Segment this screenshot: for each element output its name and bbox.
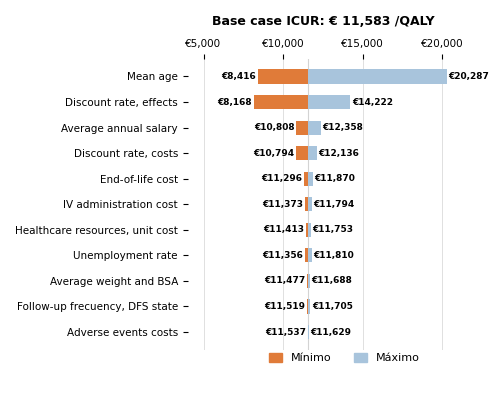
Bar — [258, 70, 308, 84]
Bar — [308, 223, 311, 237]
Text: €11,519: €11,519 — [264, 302, 306, 311]
Title: Base case ICUR: € 11,583 /QALY: Base case ICUR: € 11,583 /QALY — [212, 15, 434, 28]
Bar — [308, 95, 350, 109]
Text: €8,416: €8,416 — [222, 72, 256, 81]
Text: €11,477: €11,477 — [264, 276, 305, 286]
Text: €11,794: €11,794 — [313, 200, 354, 209]
Text: €11,688: €11,688 — [312, 276, 352, 286]
Text: €14,222: €14,222 — [352, 98, 393, 106]
Text: €11,870: €11,870 — [314, 174, 356, 183]
Text: €12,358: €12,358 — [322, 123, 363, 132]
Bar — [307, 300, 308, 314]
Text: €11,537: €11,537 — [265, 328, 306, 336]
Bar — [296, 146, 308, 160]
Bar — [306, 274, 308, 288]
Text: €20,287: €20,287 — [448, 72, 489, 81]
Text: €11,356: €11,356 — [262, 251, 303, 260]
Text: €11,296: €11,296 — [261, 174, 302, 183]
Bar — [308, 248, 312, 262]
Bar — [308, 325, 309, 339]
Bar — [308, 197, 312, 211]
Bar — [308, 146, 317, 160]
Bar — [308, 120, 320, 135]
Bar — [306, 223, 308, 237]
Bar — [308, 300, 310, 314]
Text: €11,629: €11,629 — [310, 328, 352, 336]
Bar — [304, 248, 308, 262]
Text: €11,810: €11,810 — [314, 251, 354, 260]
Bar — [308, 274, 310, 288]
Bar — [304, 172, 308, 186]
Text: €10,808: €10,808 — [254, 123, 294, 132]
Bar — [254, 95, 308, 109]
Text: €10,794: €10,794 — [253, 149, 294, 158]
Bar — [308, 70, 447, 84]
Legend: Mínimo, Máximo: Mínimo, Máximo — [264, 348, 424, 368]
Text: €12,136: €12,136 — [318, 149, 360, 158]
Bar — [308, 172, 313, 186]
Text: €11,373: €11,373 — [262, 200, 304, 209]
Text: €11,413: €11,413 — [263, 225, 304, 234]
Bar — [305, 197, 308, 211]
Text: €11,705: €11,705 — [312, 302, 352, 311]
Text: €11,753: €11,753 — [312, 225, 354, 234]
Text: €8,168: €8,168 — [218, 98, 252, 106]
Bar — [296, 120, 308, 135]
